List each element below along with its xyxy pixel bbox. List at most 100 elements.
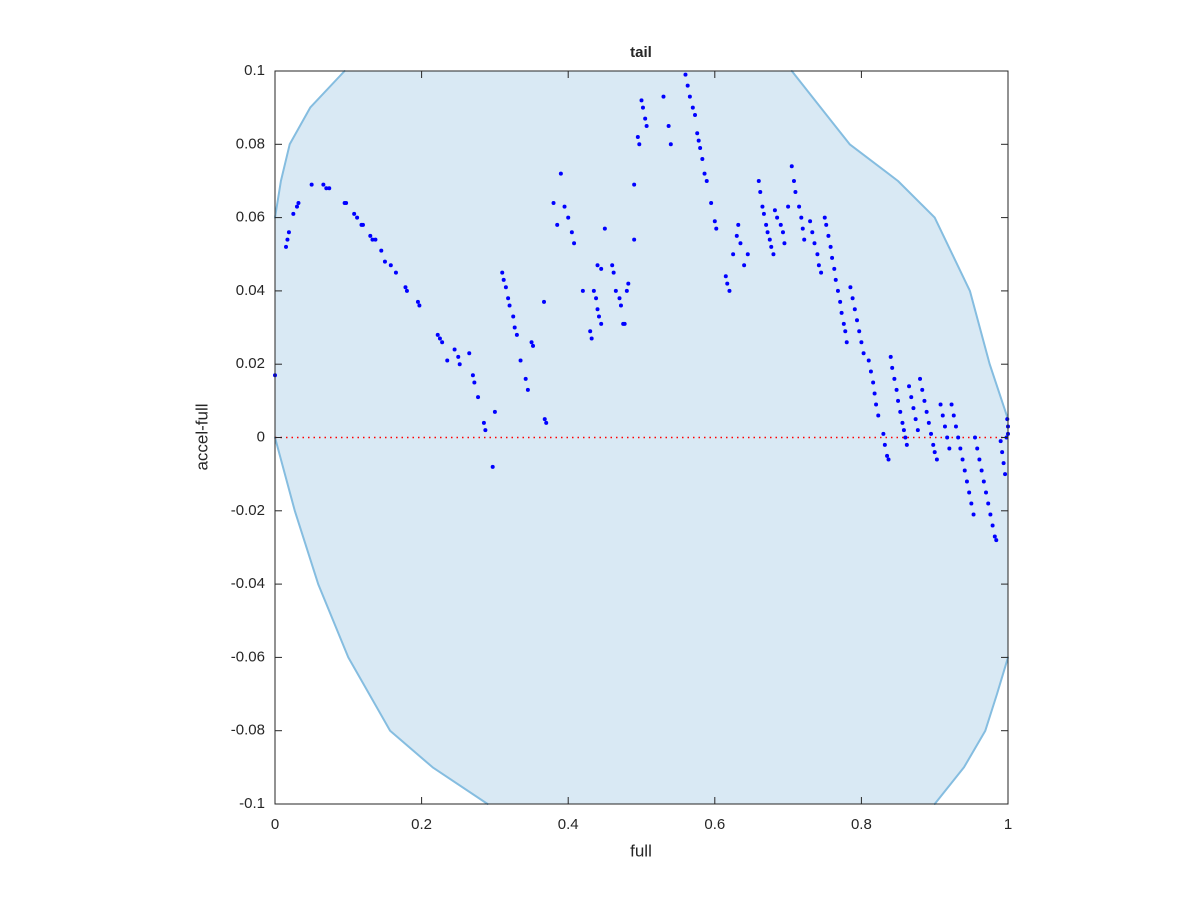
x-tick-label: 0.6 xyxy=(704,816,725,833)
shaded-region xyxy=(275,71,1008,804)
data-point xyxy=(861,351,866,356)
x-tick-label: 0.8 xyxy=(851,816,872,833)
data-point xyxy=(595,307,600,312)
data-point xyxy=(848,285,853,290)
data-point xyxy=(998,439,1003,444)
data-point xyxy=(786,204,791,209)
data-point xyxy=(868,369,873,374)
data-point xyxy=(945,435,950,440)
y-tick-label: 0.06 xyxy=(236,209,265,226)
data-point xyxy=(815,252,820,257)
data-point xyxy=(967,490,972,495)
data-point xyxy=(986,501,991,506)
data-point xyxy=(894,387,899,392)
data-point xyxy=(874,402,879,407)
data-point xyxy=(709,200,714,205)
data-point xyxy=(765,230,770,235)
data-point xyxy=(850,296,855,301)
data-point xyxy=(470,373,475,378)
data-point xyxy=(969,501,974,506)
data-point xyxy=(370,237,375,242)
data-point xyxy=(896,398,901,403)
data-point xyxy=(668,142,673,147)
data-point xyxy=(417,303,422,308)
data-point xyxy=(958,446,963,451)
data-point xyxy=(907,384,912,389)
data-point xyxy=(826,233,831,238)
data-point xyxy=(855,318,860,323)
data-point xyxy=(321,182,326,187)
data-point xyxy=(296,200,301,205)
data-point xyxy=(544,420,549,425)
y-tick-label: -0.1 xyxy=(239,795,265,812)
data-point xyxy=(483,428,488,433)
data-point xyxy=(947,446,952,451)
data-point xyxy=(1005,417,1010,422)
data-point xyxy=(938,402,943,407)
data-point xyxy=(876,413,881,418)
data-point xyxy=(352,211,357,216)
data-point xyxy=(844,340,849,345)
data-point xyxy=(984,490,989,495)
data-point xyxy=(666,123,671,128)
data-point xyxy=(452,347,457,352)
data-point xyxy=(610,263,615,268)
x-axis-label: full xyxy=(630,841,652,860)
data-point xyxy=(285,237,290,242)
data-point xyxy=(637,142,642,147)
data-point xyxy=(951,413,956,418)
data-point xyxy=(639,98,644,103)
data-point xyxy=(457,362,462,367)
data-point xyxy=(833,277,838,282)
y-tick-label: 0.1 xyxy=(244,62,265,79)
data-point xyxy=(931,442,936,447)
data-point xyxy=(901,428,906,433)
data-point xyxy=(962,468,967,473)
y-tick-label: -0.04 xyxy=(231,575,265,592)
data-point xyxy=(415,299,420,304)
data-point xyxy=(838,299,843,304)
data-point xyxy=(918,376,923,381)
data-point xyxy=(490,464,495,469)
data-point xyxy=(758,189,763,194)
data-point xyxy=(525,387,530,392)
data-point xyxy=(772,208,777,213)
data-point xyxy=(819,270,824,275)
data-point xyxy=(822,215,827,220)
data-point xyxy=(685,83,690,88)
data-point xyxy=(626,281,631,286)
data-point xyxy=(569,230,574,235)
y-tick-label: -0.08 xyxy=(231,722,265,739)
data-point xyxy=(926,420,931,425)
data-point xyxy=(915,428,920,433)
data-point xyxy=(382,259,387,264)
data-point xyxy=(812,241,817,246)
data-point xyxy=(890,365,895,370)
data-point xyxy=(956,435,961,440)
data-point xyxy=(841,321,846,326)
data-point xyxy=(990,523,995,528)
data-point xyxy=(924,409,929,414)
data-point xyxy=(791,178,796,183)
data-point xyxy=(900,420,905,425)
data-point xyxy=(373,237,378,242)
data-point xyxy=(472,380,477,385)
data-point xyxy=(736,222,741,227)
data-point xyxy=(591,288,596,293)
data-point xyxy=(640,105,645,110)
data-point xyxy=(981,479,986,484)
data-point xyxy=(595,263,600,268)
data-point xyxy=(994,538,999,543)
data-point xyxy=(1001,461,1006,466)
data-point xyxy=(1003,472,1008,477)
data-point xyxy=(977,457,982,462)
data-point xyxy=(761,211,766,216)
data-point xyxy=(501,277,506,282)
data-point xyxy=(404,288,409,293)
y-axis-label: accel-full xyxy=(192,403,211,470)
chart-title: tail xyxy=(630,44,652,61)
data-point xyxy=(913,417,918,422)
data-point xyxy=(942,424,947,429)
data-point xyxy=(566,215,571,220)
data-point xyxy=(512,325,517,330)
